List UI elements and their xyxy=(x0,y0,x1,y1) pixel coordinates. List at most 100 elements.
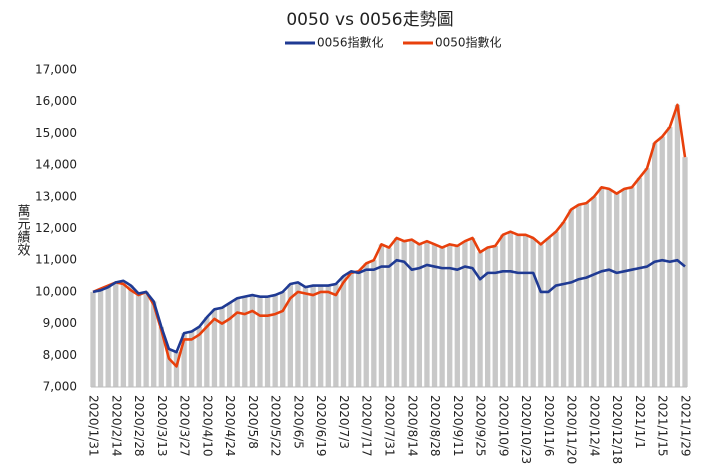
x-tick-label: 2020/2/14 xyxy=(109,395,123,457)
y-tick-label: 16,000 xyxy=(35,94,77,108)
y-tick-label: 13,000 xyxy=(35,189,77,203)
y-tick-label: 14,000 xyxy=(35,158,77,172)
x-tick-label: 2020/3/27 xyxy=(178,395,192,457)
bar xyxy=(226,302,233,387)
bar xyxy=(234,298,240,387)
bar xyxy=(105,285,111,387)
legend-label: 0056指數化 xyxy=(317,35,384,50)
x-tick-label: 2020/10/23 xyxy=(519,395,533,464)
bar xyxy=(409,239,415,387)
bar xyxy=(477,252,483,387)
bar xyxy=(447,244,453,387)
bar xyxy=(249,295,256,387)
bar xyxy=(614,193,620,387)
bar xyxy=(416,244,423,387)
x-tick-label: 2020/5/8 xyxy=(246,395,260,449)
bar xyxy=(143,291,149,387)
series-line xyxy=(92,258,686,354)
bar xyxy=(591,196,597,387)
bar xyxy=(545,238,552,387)
bar xyxy=(355,271,362,387)
x-tick-label: 2020/9/11 xyxy=(451,395,465,457)
x-tick-label: 2020/6/5 xyxy=(291,395,305,449)
bar xyxy=(97,288,104,387)
x-tick-label: 2021/1/15 xyxy=(656,395,670,457)
bar xyxy=(295,282,301,387)
bar xyxy=(242,296,248,387)
bar xyxy=(181,333,187,387)
bar xyxy=(333,283,339,387)
bar xyxy=(264,296,271,387)
bar xyxy=(386,247,392,387)
bar xyxy=(667,127,673,387)
x-tick-label: 2020/12/4 xyxy=(587,395,601,457)
x-tick-label: 2020/4/24 xyxy=(223,395,237,457)
bar xyxy=(363,263,369,387)
y-axis-label: 萬元績效 xyxy=(15,204,31,256)
x-tick-label: 2020/8/14 xyxy=(405,395,419,457)
bar xyxy=(90,291,96,387)
y-tick-label: 15,000 xyxy=(35,126,77,140)
y-tick-label: 8,000 xyxy=(43,348,77,362)
x-tick-label: 2020/9/25 xyxy=(474,395,488,457)
bar xyxy=(469,238,476,387)
bar xyxy=(598,187,605,387)
bar xyxy=(560,222,567,387)
x-tick-label: 2020/11/6 xyxy=(542,395,556,457)
bar xyxy=(219,307,225,387)
bar xyxy=(515,234,521,387)
y-tick-label: 11,000 xyxy=(35,253,77,267)
x-tick-label: 2020/1/31 xyxy=(87,395,101,457)
bar xyxy=(113,282,119,387)
x-tick-label: 2020/6/19 xyxy=(314,395,328,457)
bar xyxy=(439,247,445,387)
legend-label: 0050指數化 xyxy=(435,35,502,50)
bar xyxy=(621,188,627,387)
bar xyxy=(522,234,529,387)
bar xyxy=(462,241,468,387)
bar xyxy=(659,136,665,387)
bar xyxy=(507,231,514,387)
bar xyxy=(340,276,347,387)
bar xyxy=(568,209,574,387)
bar xyxy=(348,271,354,387)
chart-title: 0050 vs 0056走勢圖 xyxy=(286,10,453,30)
bar xyxy=(272,295,278,387)
bar xyxy=(583,203,589,387)
x-tick-label: 2020/3/13 xyxy=(155,395,169,457)
bar xyxy=(401,241,407,387)
bar xyxy=(682,157,688,387)
bar xyxy=(173,352,180,387)
bar xyxy=(151,301,157,387)
bar xyxy=(325,285,331,387)
bar xyxy=(211,309,218,387)
bar xyxy=(644,168,650,387)
x-tick-label: 2020/5/22 xyxy=(269,395,283,457)
bar xyxy=(636,177,643,387)
x-tick-label: 2020/8/28 xyxy=(428,395,442,457)
bar xyxy=(158,326,164,387)
bar xyxy=(287,283,293,387)
bar xyxy=(310,285,316,387)
bar xyxy=(378,244,385,387)
x-tick-label: 2021/1/1 xyxy=(633,395,647,449)
bar xyxy=(454,245,460,387)
bar xyxy=(629,187,635,387)
bar xyxy=(485,247,491,387)
x-tick-label: 2020/10/9 xyxy=(496,395,510,457)
bar xyxy=(196,326,202,387)
bar xyxy=(606,188,612,387)
bar xyxy=(166,348,172,387)
y-tick-label: 10,000 xyxy=(35,284,77,298)
bar xyxy=(120,280,127,387)
y-tick-label: 17,000 xyxy=(35,63,77,77)
x-tick-label: 2020/7/3 xyxy=(337,395,351,449)
bar xyxy=(651,142,658,387)
series-line xyxy=(92,103,687,368)
x-tick-label: 2020/11/20 xyxy=(565,395,579,464)
bar xyxy=(674,104,681,388)
bar xyxy=(500,234,506,387)
x-tick-label: 2020/12/18 xyxy=(610,395,624,464)
bar xyxy=(280,291,286,387)
